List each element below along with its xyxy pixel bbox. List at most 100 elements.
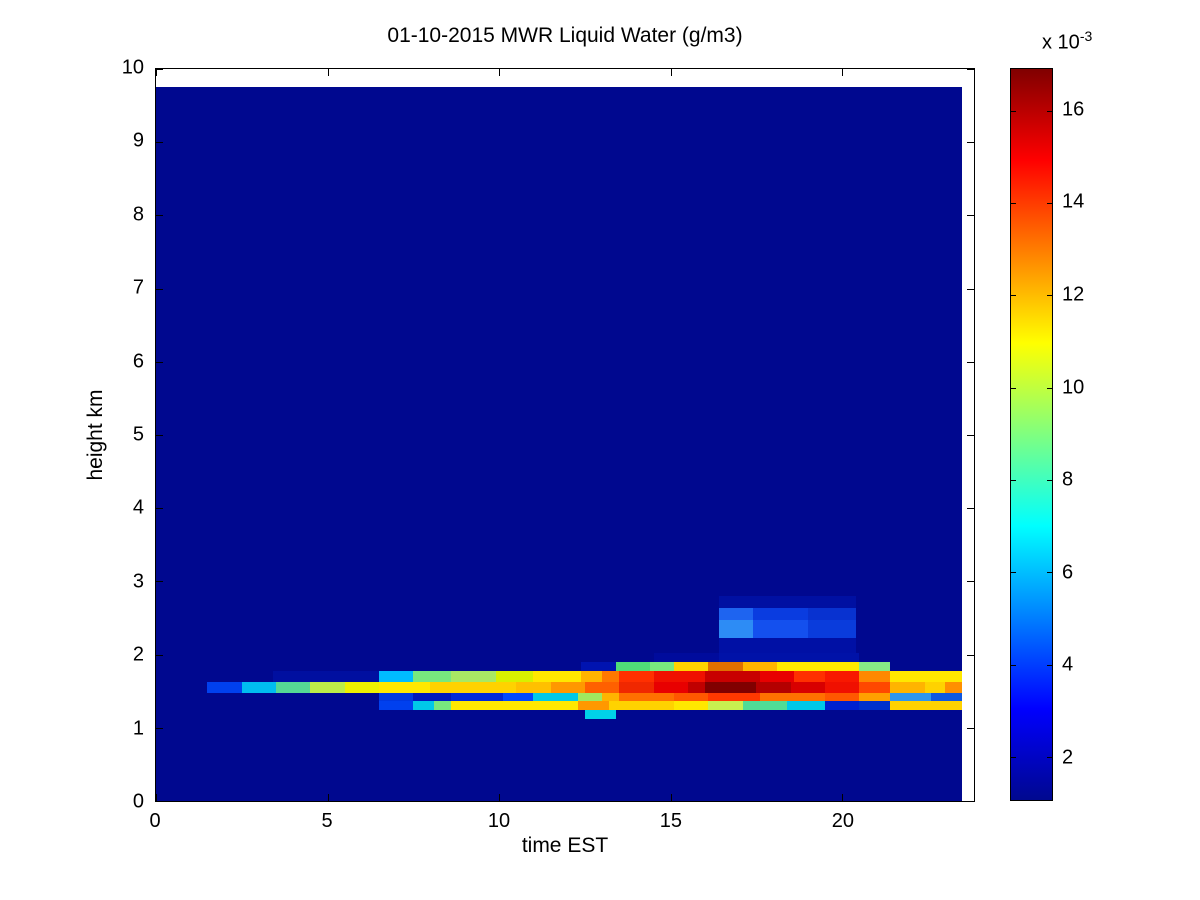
heatmap-cell [608,701,675,711]
heatmap-cell [859,682,891,693]
y-tick-mark [967,142,974,144]
heatmap-cell [708,661,743,671]
heatmap-cell [718,653,860,662]
heatmap-cell [859,701,891,711]
heatmap-cell [650,661,675,671]
heatmap-cell [602,692,620,702]
x-tick-mark [842,69,844,76]
heatmap-cell [759,692,826,702]
heatmap-cell [777,661,860,671]
heatmap-cell [807,620,856,639]
heatmap-cell [430,682,517,693]
heatmap-cell [859,661,891,671]
colorbar-tick-mark [1047,295,1052,297]
heatmap-cell [674,692,709,702]
y-tick-label: 2 [132,643,144,666]
heatmap-cell [825,682,860,693]
heatmap-cell [753,620,808,639]
heatmap-cell [310,682,345,693]
heatmap-cell [344,682,380,693]
heatmap-cell [413,701,434,711]
heatmap-cell [533,670,582,683]
heatmap-cell [718,608,754,621]
heatmap-cell [945,682,963,693]
y-tick-label: 7 [132,276,144,299]
y-tick-mark [156,435,163,436]
heatmap-cell [495,670,534,683]
y-tick-mark [156,801,163,802]
colorbar-tick-mark [1011,202,1016,204]
x-axis-label: time EST [521,834,609,857]
heatmap-cell [550,682,585,693]
heatmap-cell [674,701,709,711]
y-tick-mark [967,215,974,217]
heatmap-cell [742,661,778,671]
heatmap-cell [931,692,963,702]
heatmap-cell [794,670,826,683]
heatmap-cell [272,670,380,683]
colorbar-tick-mark [1047,387,1052,389]
heatmap-cell [753,608,808,621]
heatmap-cell [687,682,705,693]
heatmap-cell [807,608,856,621]
y-tick-label: 4 [132,496,144,519]
heatmap-cell [241,682,277,693]
colorbar-tick-mark [1011,387,1016,389]
heatmap-cell [708,701,743,711]
x-tick-label: 0 [149,810,161,832]
y-tick-mark [156,654,163,656]
heatmap-cell [516,682,551,693]
heatmap-cell [890,692,932,702]
heatmap-cell [742,701,788,711]
heatmap-cell [859,670,891,683]
colorbar-tick-label: 12 [1062,283,1085,306]
x-tick-label: 20 [831,810,855,832]
colorbar-tick-mark [1011,480,1016,481]
y-tick-mark [967,435,974,436]
heatmap-cell [825,692,860,702]
x-tick-mark [670,69,672,76]
heatmap-cell [578,692,603,702]
heatmap-cell [619,692,675,702]
heatmap-cell [276,682,311,693]
heatmap-cell [859,692,891,702]
heatmap-cell [708,692,760,702]
heatmap-cell [581,661,616,671]
colorbar [1010,68,1053,801]
y-tick-mark [967,361,974,363]
colorbar-tick-label: 14 [1062,190,1085,213]
y-tick-mark [156,215,163,217]
colorbar-tick-label: 16 [1062,98,1085,121]
colorbar-tick-mark [1011,110,1016,112]
y-tick-mark [156,581,163,583]
heatmap-cell [533,692,579,702]
heatmap-cell [718,638,856,654]
colorbar-tick-label: 6 [1062,561,1074,584]
heatmap-cell [924,682,946,693]
heatmap-cell [379,701,414,711]
heatmap-cell [704,682,757,693]
colorbar-tick-mark [1047,110,1052,112]
heatmap-cell [451,701,579,711]
x-tick-label: 15 [659,810,683,832]
heatmap-cell [890,670,963,683]
x-tick-mark [499,794,501,801]
colorbar-exponent-power: -3 [1079,28,1093,44]
colorbar-tick-mark [1047,572,1052,574]
heatmap-cell [584,710,616,719]
heatmap-cell [718,596,856,609]
y-tick-label: 3 [132,570,144,593]
y-tick-label: 6 [132,350,144,373]
x-tick-mark [327,69,329,76]
y-tick-mark [156,288,163,290]
heatmap-cell [825,701,860,711]
y-tick-mark [967,581,974,583]
heatmap-cell [890,701,963,711]
colorbar-tick-mark [1047,202,1052,204]
y-tick-label: 10 [121,56,144,79]
heatmap-cell [451,670,496,683]
y-tick-mark [967,69,974,70]
heatmap-cell [759,670,795,683]
heatmap-cell [718,620,754,639]
